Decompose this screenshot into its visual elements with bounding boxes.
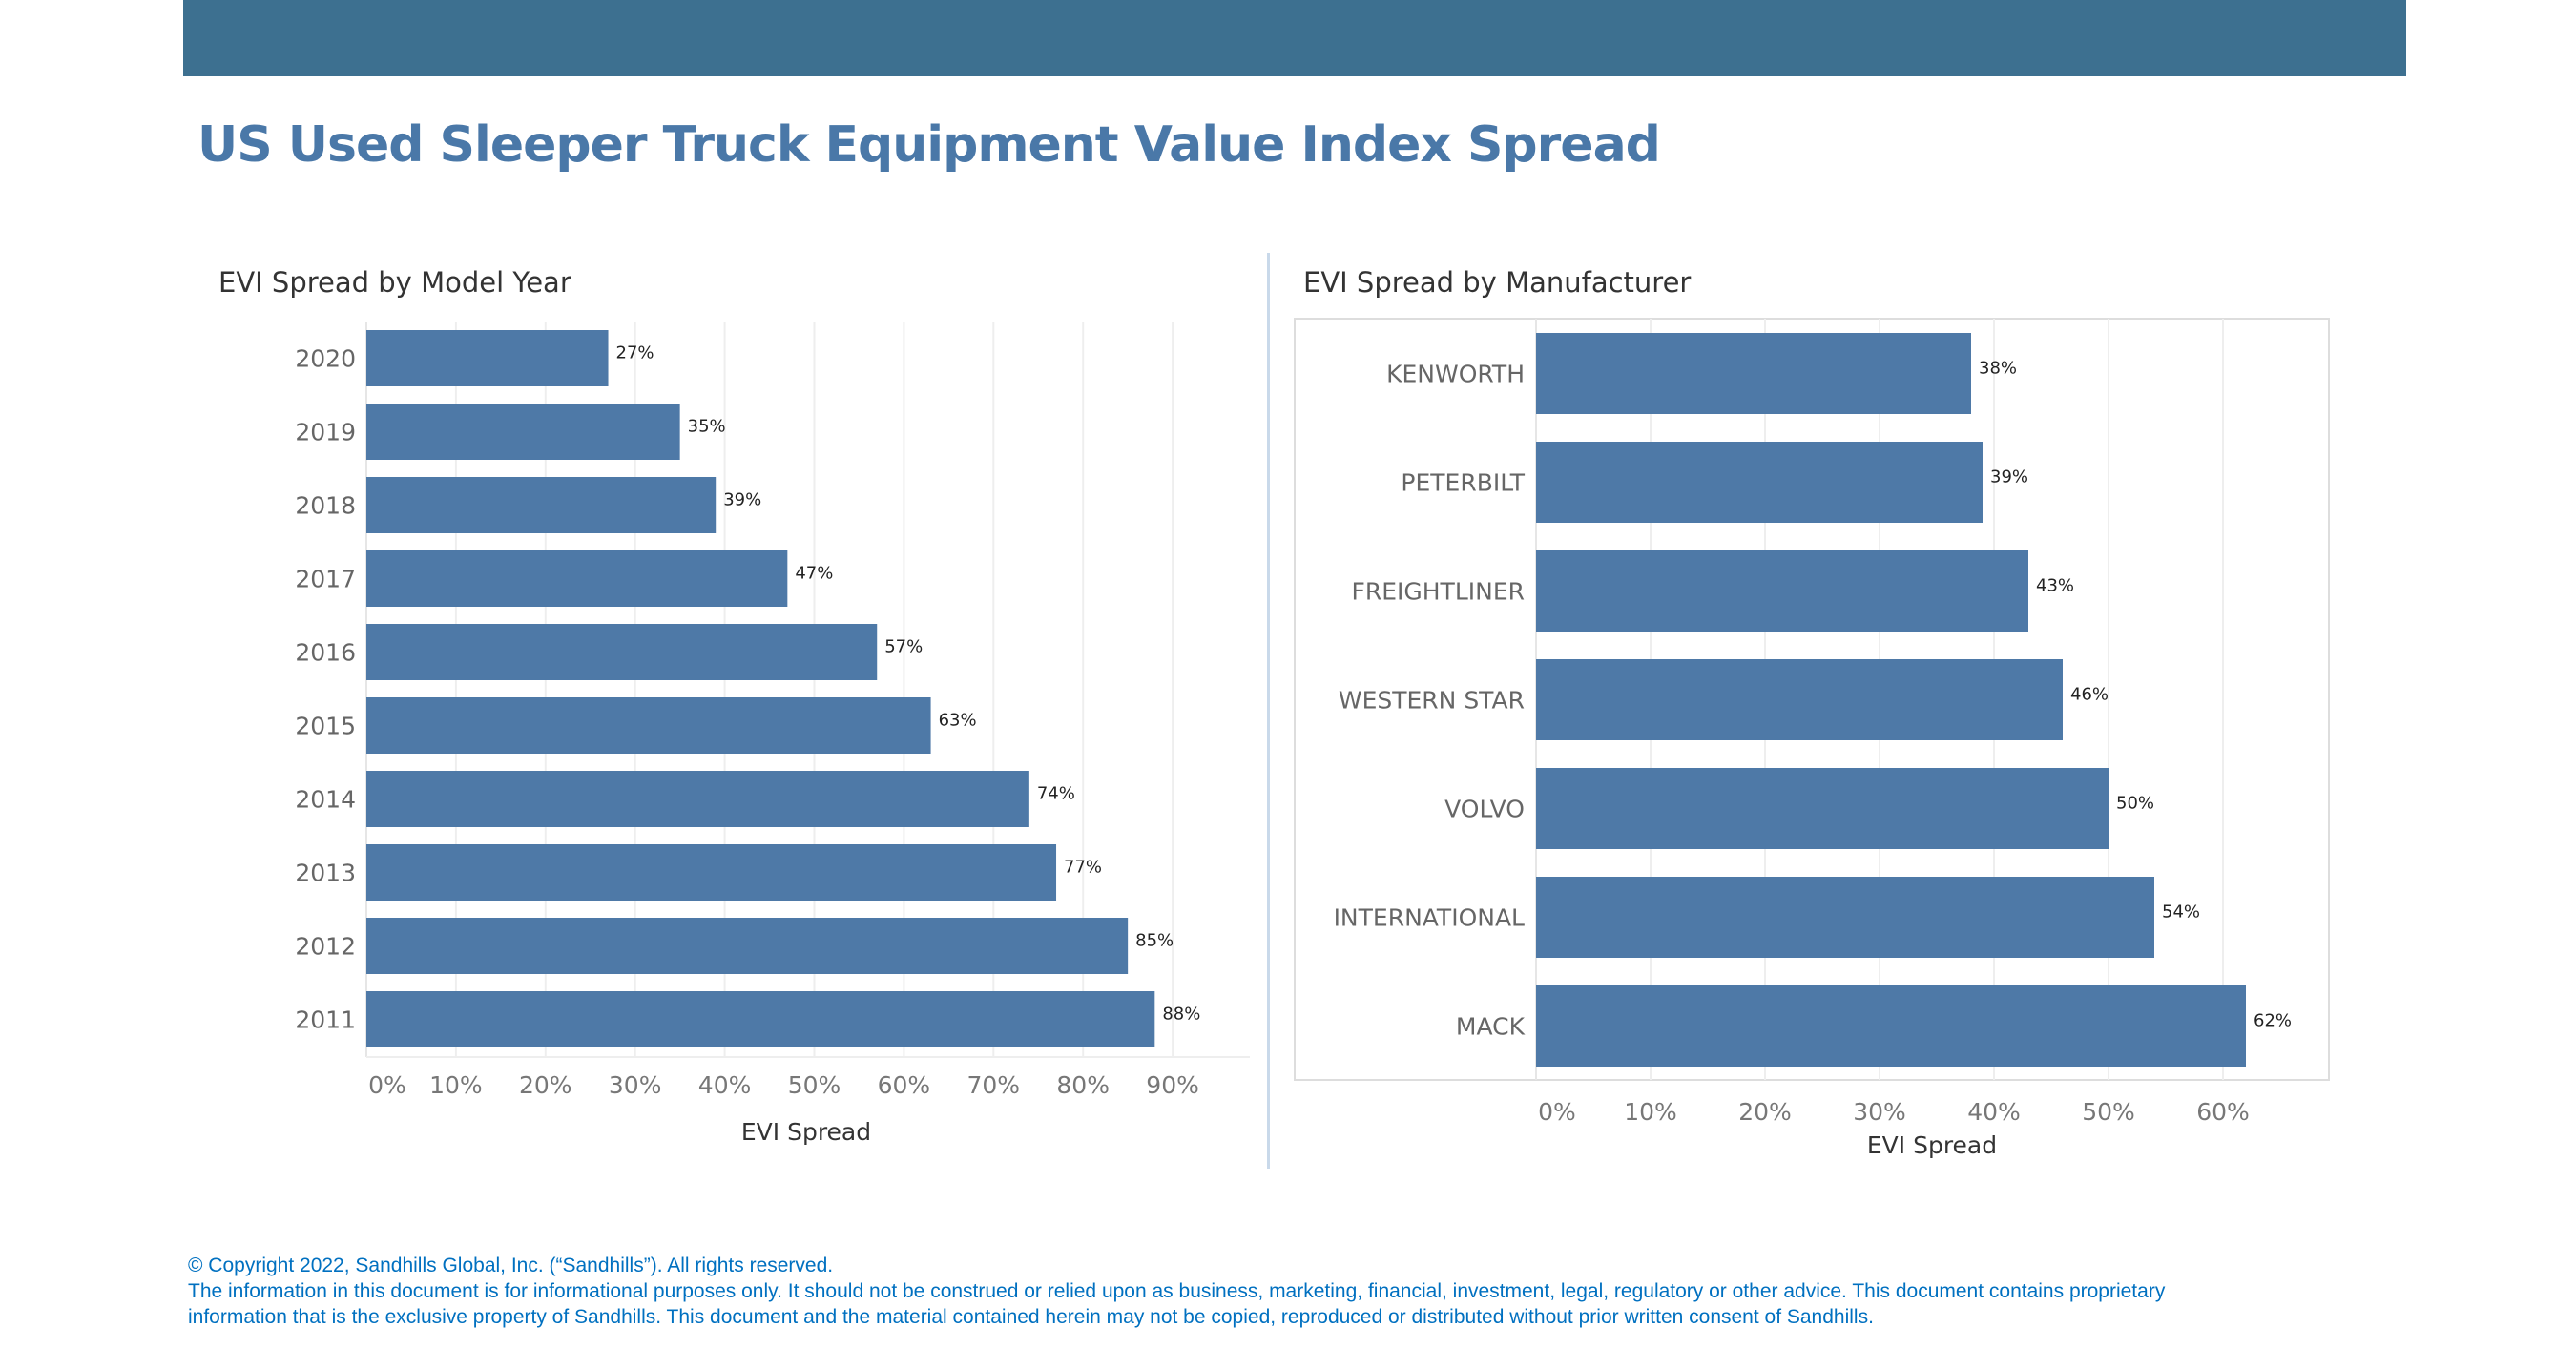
chart-divider (1267, 253, 1270, 1169)
category-label: 2016 (295, 639, 356, 667)
x-tick-label: 50% (788, 1071, 841, 1099)
data-label: 77% (1064, 858, 1102, 878)
data-label: 39% (723, 490, 761, 510)
data-label: 39% (1990, 467, 2028, 487)
footer: © Copyright 2022, Sandhills Global, Inc.… (188, 1253, 2165, 1330)
bar-international (1536, 877, 2154, 958)
footer-disclaimer-line-2: information that is the exclusive proper… (188, 1306, 1874, 1328)
category-label: INTERNATIONAL (1334, 904, 1525, 932)
data-label: 54% (2162, 902, 2200, 923)
data-label: 46% (2070, 685, 2109, 705)
bar-freightliner (1536, 550, 2028, 632)
bar-western-star (1536, 659, 2063, 740)
category-label: 2020 (295, 345, 356, 373)
data-label: 74% (1037, 784, 1075, 804)
x-axis-title: EVI Spread (1867, 1131, 1997, 1159)
chart-frame (1294, 318, 2330, 1081)
category-label: PETERBILT (1401, 469, 1525, 497)
x-tick-label: 20% (519, 1071, 572, 1099)
x-tick-label: 20% (1738, 1098, 1792, 1126)
bar-2014 (366, 771, 1029, 827)
bar-2017 (366, 550, 788, 607)
x-tick-label: 10% (429, 1071, 483, 1099)
bar-mack (1536, 985, 2246, 1067)
header-banner (183, 0, 2406, 76)
category-label: 2013 (295, 860, 356, 887)
data-label: 63% (939, 711, 977, 731)
data-label: 43% (2036, 576, 2074, 596)
bar-2020 (366, 330, 609, 386)
x-tick-label: 50% (2082, 1098, 2135, 1126)
category-label: FREIGHTLINER (1351, 578, 1525, 606)
chart-title: EVI Spread by Manufacturer (1303, 266, 1691, 299)
x-tick-label: 90% (1146, 1071, 1199, 1099)
x-tick-label: 0% (368, 1071, 406, 1099)
bar-2018 (366, 477, 717, 533)
x-tick-label: 40% (698, 1071, 752, 1099)
x-tick-label: 30% (1853, 1098, 1906, 1126)
category-label: KENWORTH (1386, 361, 1525, 388)
bar-2019 (366, 404, 680, 460)
x-tick-label: 30% (609, 1071, 662, 1099)
data-label: 88% (1162, 1005, 1200, 1025)
x-tick-label: 10% (1624, 1098, 1677, 1126)
footer-disclaimer-line-1: The information in this document is for … (188, 1280, 2166, 1302)
data-label: 50% (2116, 794, 2154, 814)
data-label: 27% (616, 343, 654, 363)
bar-volvo (1536, 768, 2109, 849)
category-label: 2011 (295, 1006, 356, 1034)
category-label: MACK (1456, 1013, 1526, 1041)
x-tick-label: 40% (1967, 1098, 2021, 1126)
x-tick-label: 60% (2196, 1098, 2250, 1126)
bar-peterbilt (1536, 442, 1983, 523)
page-title: US Used Sleeper Truck Equipment Value In… (197, 116, 1661, 174)
bar-2016 (366, 624, 878, 680)
category-label: VOLVO (1444, 796, 1525, 823)
data-label: 62% (2254, 1011, 2292, 1031)
bar-kenworth (1536, 333, 1971, 414)
x-tick-label: 80% (1056, 1071, 1110, 1099)
x-axis-title: EVI Spread (741, 1118, 871, 1146)
chart-title: EVI Spread by Model Year (218, 266, 571, 299)
category-label: 2018 (295, 492, 356, 520)
data-label: 85% (1135, 931, 1174, 951)
x-tick-label: 60% (878, 1071, 931, 1099)
data-label: 35% (688, 417, 726, 437)
data-label: 38% (1979, 359, 2017, 379)
category-label: 2017 (295, 566, 356, 593)
category-label: 2019 (295, 419, 356, 446)
x-tick-label: 0% (1538, 1098, 1576, 1126)
bar-2011 (366, 991, 1155, 1047)
bar-2012 (366, 918, 1129, 974)
footer-copyright: © Copyright 2022, Sandhills Global, Inc.… (188, 1255, 834, 1276)
bar-2015 (366, 697, 931, 754)
bar-2013 (366, 844, 1057, 901)
x-tick-label: 70% (967, 1071, 1021, 1099)
data-label: 47% (795, 564, 833, 584)
category-label: 2012 (295, 933, 356, 961)
category-label: 2014 (295, 786, 356, 814)
category-label: 2015 (295, 713, 356, 740)
category-label: WESTERN STAR (1339, 687, 1525, 715)
data-label: 57% (884, 637, 923, 657)
